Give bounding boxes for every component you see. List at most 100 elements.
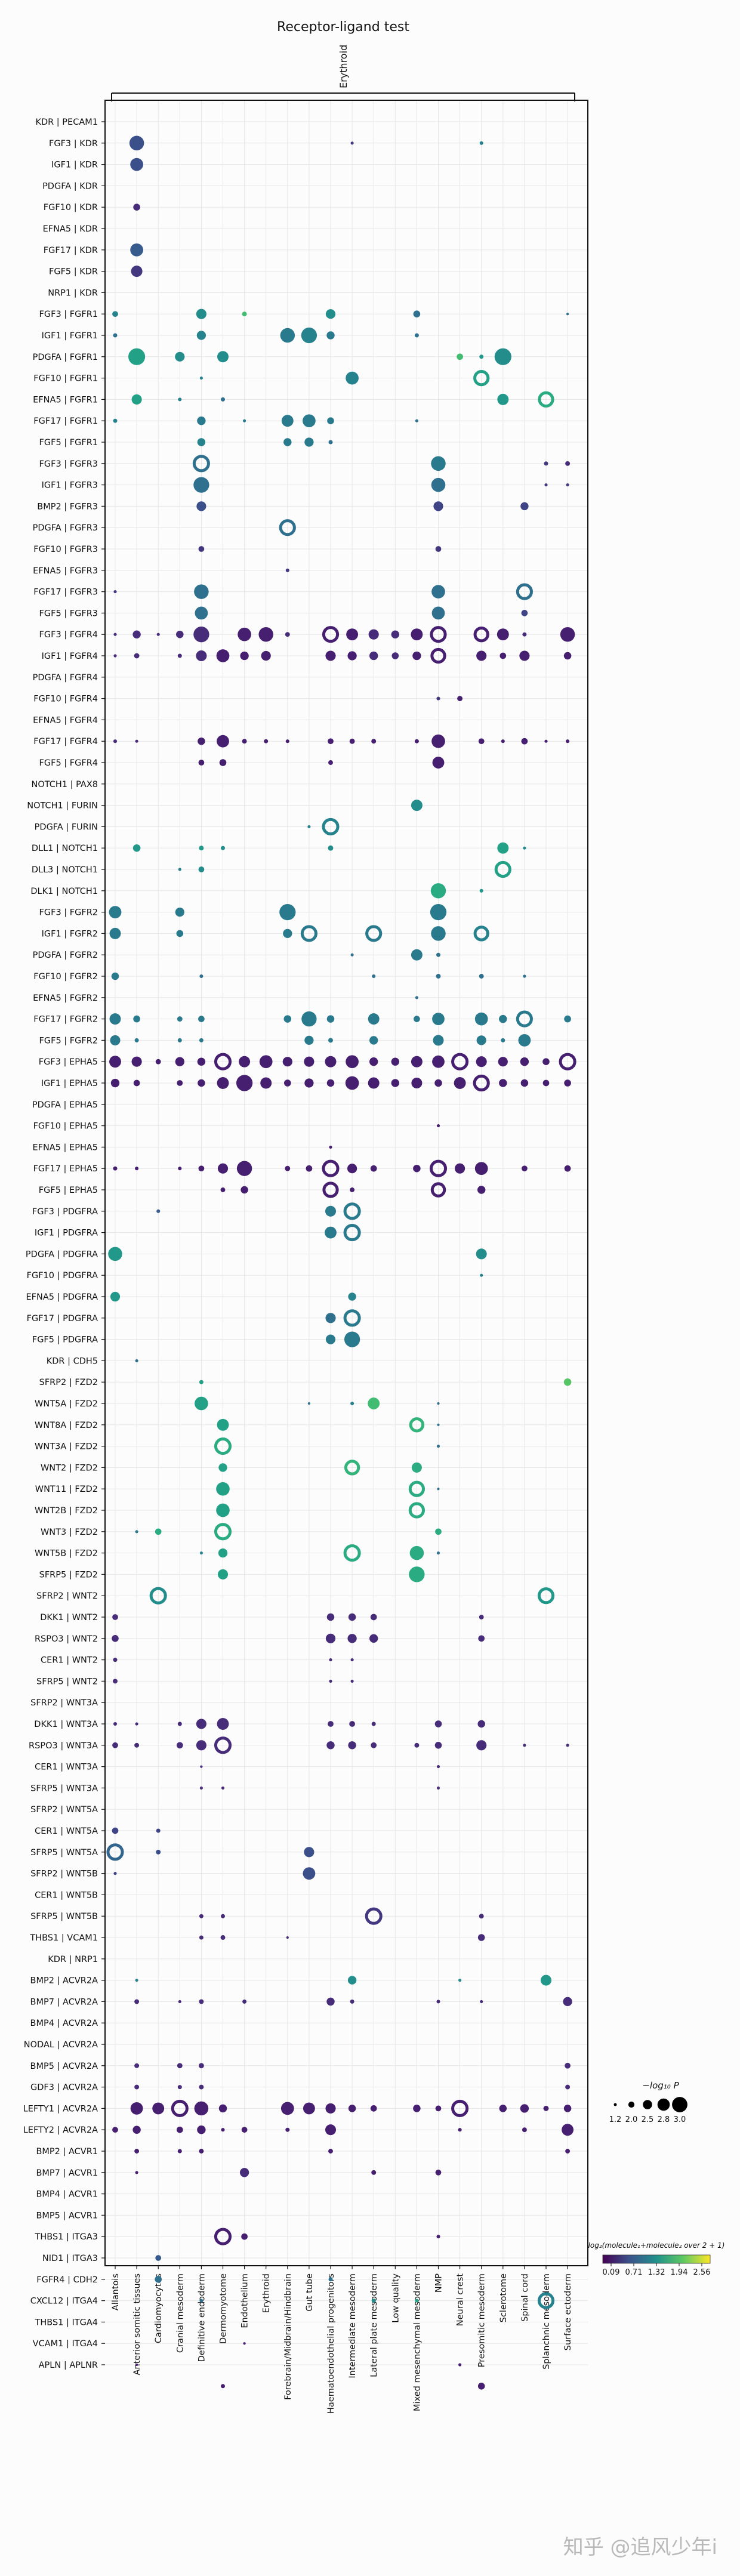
- data-point: [133, 203, 140, 211]
- data-point: [413, 310, 421, 317]
- data-point: [214, 1736, 232, 1754]
- data-point: [220, 1935, 226, 1940]
- data-point: [134, 1999, 140, 2004]
- row-label: FGF3 | PDGFRA: [32, 1207, 98, 1217]
- row-label: BMP2 | ACVR1: [36, 2147, 98, 2157]
- data-point: [350, 1187, 355, 1192]
- data-point: [285, 568, 289, 572]
- row-label: FGF5 | FGFR3: [39, 609, 98, 618]
- data-point: [304, 1056, 314, 1067]
- column-label: Forebrain/Midbrain/Hindbrain: [283, 2273, 293, 2400]
- data-point: [414, 739, 419, 744]
- data-point: [544, 483, 548, 487]
- data-point: [322, 626, 340, 643]
- data-point: [343, 1544, 361, 1562]
- data-point: [436, 952, 440, 957]
- column-label: Lateral plate mesoderm: [369, 2273, 379, 2377]
- data-point: [221, 2128, 225, 2132]
- row-label: WNT2B | FZD2: [35, 1506, 98, 1516]
- data-point: [457, 696, 463, 702]
- data-point: [300, 925, 317, 942]
- data-point: [501, 1038, 505, 1042]
- data-point: [177, 1016, 183, 1022]
- data-point: [260, 1077, 272, 1089]
- data-point: [479, 354, 484, 359]
- data-point: [566, 313, 569, 316]
- row-label: WNT3 | FZD2: [41, 1528, 98, 1537]
- data-point: [326, 1015, 335, 1023]
- data-point: [520, 1057, 529, 1066]
- data-point: [350, 1679, 354, 1683]
- data-point: [516, 1010, 533, 1028]
- data-point: [457, 353, 463, 360]
- row-label: BMP5 | ACVR1: [36, 2211, 98, 2220]
- row-label: FGF5 | FGFR1: [39, 438, 98, 448]
- row-label: FGF17 | EPHA5: [33, 1164, 98, 1174]
- size-legend-label: 2.5: [642, 2115, 654, 2124]
- data-point: [177, 2063, 183, 2069]
- data-point: [285, 1165, 291, 1171]
- data-point: [130, 2102, 143, 2115]
- data-point: [522, 1165, 528, 1172]
- data-point: [241, 2127, 248, 2133]
- data-point: [216, 1482, 230, 1496]
- row-label: EFNA5 | FGFR1: [33, 395, 98, 405]
- data-point: [198, 760, 205, 766]
- plot-frame: [104, 100, 588, 2266]
- data-point: [350, 1658, 354, 1662]
- data-point: [371, 1742, 377, 1748]
- data-point: [409, 1545, 424, 1560]
- data-point: [328, 738, 334, 745]
- color-legend: log₂(molecule₁+molecule₂ over 2 + 1) 0.0…: [588, 2241, 725, 2277]
- data-point: [221, 2384, 225, 2389]
- row-label: WNT2 | FZD2: [41, 1463, 98, 1473]
- data-point: [242, 739, 247, 744]
- data-point: [563, 2105, 572, 2112]
- data-point: [350, 1999, 354, 2004]
- data-point: [236, 1075, 253, 1091]
- grid: [105, 100, 588, 2365]
- data-point: [432, 1055, 445, 1068]
- data-point: [155, 2255, 162, 2261]
- data-point: [113, 739, 118, 744]
- data-point: [171, 2099, 189, 2117]
- data-point: [369, 1036, 378, 1045]
- data-point: [177, 1722, 182, 1726]
- data-point: [242, 311, 247, 317]
- row-label: SFRP5 | WNT3A: [30, 1784, 98, 1793]
- data-point: [436, 974, 441, 979]
- data-point: [370, 1614, 377, 1621]
- data-point: [283, 438, 292, 446]
- data-point: [500, 652, 507, 659]
- data-point: [112, 311, 118, 317]
- row-label: SFRP2 | FZD2: [39, 1378, 98, 1387]
- data-point: [565, 2062, 571, 2069]
- data-point: [523, 846, 526, 850]
- data-point: [474, 1012, 488, 1026]
- data-point: [432, 1013, 445, 1025]
- data-point: [217, 1718, 229, 1730]
- data-point: [521, 738, 528, 745]
- data-point: [328, 1038, 333, 1043]
- row-label: IGF1 | FGFR3: [42, 481, 98, 490]
- data-point: [192, 455, 210, 473]
- data-point: [131, 394, 142, 405]
- data-point: [303, 2102, 315, 2115]
- data-point: [537, 2292, 555, 2309]
- data-point: [199, 2149, 204, 2154]
- data-point: [198, 2063, 204, 2069]
- column-label: Endothelium: [240, 2273, 250, 2328]
- row-label: BMP4 | ACVR1: [36, 2190, 98, 2199]
- data-point: [280, 328, 295, 343]
- row-label: CER1 | WNT2: [41, 1656, 98, 1665]
- data-point: [199, 1914, 204, 1918]
- column-label: Gut tube: [305, 2273, 314, 2312]
- data-point: [391, 630, 400, 638]
- row-label: WNT5B | FZD2: [35, 1549, 98, 1559]
- row-label: THBS1 | VCAM1: [29, 1933, 98, 1943]
- data-point: [564, 1079, 571, 1087]
- data-point: [538, 391, 554, 408]
- data-point: [111, 972, 119, 980]
- data-point: [347, 1634, 357, 1643]
